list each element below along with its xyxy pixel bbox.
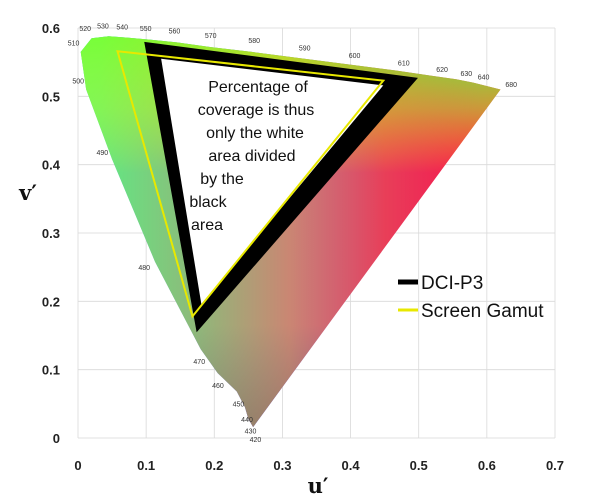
legend-label: DCI-P3 (421, 273, 483, 294)
axis-labels: u′ v′ (18, 180, 329, 498)
wavelength-label: 560 (169, 29, 181, 36)
wavelength-label: 620 (436, 67, 448, 74)
wavelength-label: 530 (97, 24, 109, 31)
y-tick-label: 0.6 (42, 21, 60, 36)
annotation-line: Percentage of (208, 79, 308, 96)
y-tick-label: 0.2 (42, 294, 60, 309)
wavelength-label: 500 (72, 79, 84, 86)
legend-label: Screen Gamut (421, 301, 544, 322)
wavelength-label: 590 (299, 45, 311, 52)
wavelength-label: 680 (505, 82, 517, 89)
wavelength-label: 460 (212, 383, 224, 390)
wavelength-label: 470 (193, 359, 205, 366)
wavelength-label: 520 (79, 26, 91, 33)
wavelength-label: 490 (96, 150, 108, 157)
x-tick-label: 0.1 (137, 458, 155, 473)
y-tick-label: 0.3 (42, 226, 60, 241)
x-tick-label: 0.3 (273, 458, 291, 473)
y-tick-label: 0 (53, 431, 60, 446)
screen-gamut-triangle (116, 50, 386, 319)
annotation-line: area divided (208, 148, 295, 165)
wavelength-label: 630 (460, 71, 472, 78)
annotation-line: coverage is thus (198, 102, 315, 119)
wavelength-label: 450 (233, 401, 245, 408)
annotation-line: black (189, 194, 227, 211)
wavelength-label: 640 (478, 75, 490, 82)
wavelength-label: 420 (250, 437, 262, 444)
y-tick-label: 0.5 (42, 89, 60, 104)
wavelength-label: 610 (398, 60, 410, 67)
y-axis-label: v′ (18, 180, 37, 205)
wavelength-label: 480 (138, 265, 150, 272)
annotation-line: only the white (206, 125, 304, 142)
x-tick-label: 0.2 (205, 458, 223, 473)
wavelength-label: 550 (140, 26, 152, 33)
annotation-line: area (191, 217, 223, 234)
wavelength-label: 540 (116, 25, 128, 32)
legend: DCI-P3 Screen Gamut (398, 273, 544, 322)
y-tick-label: 0.4 (42, 158, 61, 173)
wavelength-label: 580 (248, 38, 260, 45)
axis-ticks: 0 0.1 0.2 0.3 0.4 0.5 0.6 0.7 0 0.1 0.2 0.3 0.4 0.5 0.… (42, 21, 564, 473)
wavelength-label: 430 (245, 429, 257, 436)
x-tick-label: 0.4 (342, 458, 361, 473)
annotation-line: by the (200, 171, 244, 188)
white-area-triangle (161, 58, 384, 305)
x-tick-label: 0.7 (546, 458, 564, 473)
gamut-triangles (116, 41, 418, 333)
x-tick-label: 0.5 (410, 458, 428, 473)
x-axis-label: u′ (308, 473, 329, 498)
x-tick-label: 0.6 (478, 458, 496, 473)
wavelength-label: 570 (205, 33, 217, 40)
wavelength-label: 440 (241, 417, 253, 424)
x-tick-label: 0 (74, 458, 81, 473)
coverage-annotation: Percentage of coverage is thus only the wh… (189, 79, 314, 234)
y-tick-label: 0.1 (42, 363, 60, 378)
wavelength-label: 600 (349, 53, 361, 60)
wavelength-label: 510 (68, 40, 80, 47)
